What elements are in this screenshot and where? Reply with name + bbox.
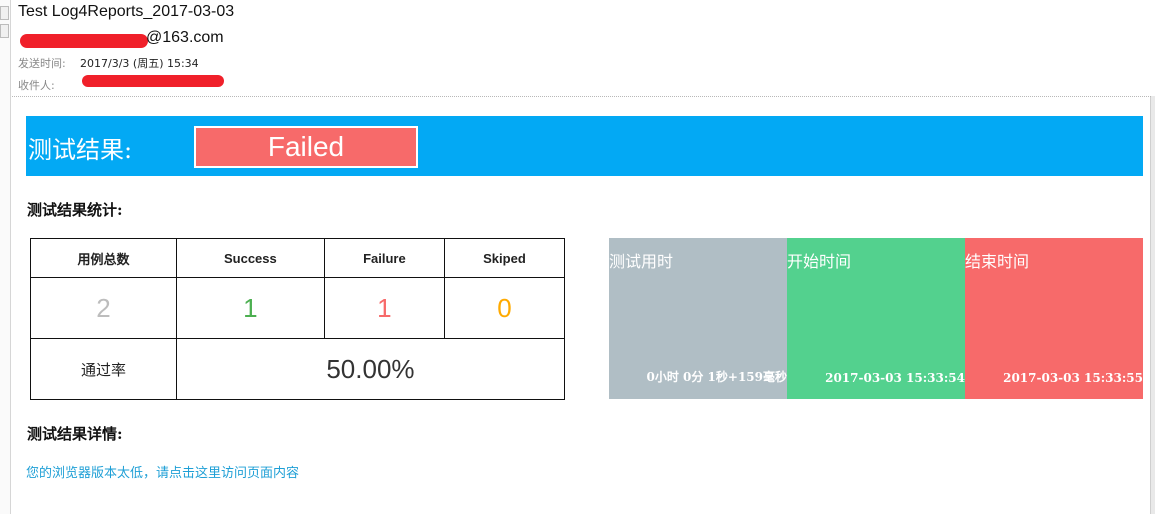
open-content-link[interactable]: 您的浏览器版本太低，请点击这里访问页面内容	[26, 466, 300, 481]
result-banner: 测试结果: Failed	[26, 116, 1143, 176]
details-section-title: 测试结果详情:	[27, 425, 123, 443]
redacted-recipient	[82, 75, 224, 87]
header-success: Success	[175, 238, 325, 278]
success-count: 1	[175, 277, 325, 339]
scrollbar[interactable]	[1150, 96, 1155, 514]
collapse-button[interactable]	[0, 6, 9, 20]
redacted-sender-name	[20, 34, 148, 48]
sent-time-label: 发送时间:	[18, 57, 66, 70]
end-time-label: 结束时间	[965, 252, 1030, 271]
email-sender[interactable]: @163.com	[18, 29, 224, 47]
start-time-value: 2017-03-03 15:33:54	[825, 371, 965, 385]
stats-table: 用例总数 Success Failure Skiped 2 1 1 0 通过率 …	[30, 238, 566, 400]
sender-domain: @163.com	[146, 29, 224, 46]
header-skipped: Skiped	[443, 238, 566, 278]
expand-button[interactable]	[0, 24, 9, 38]
pass-rate-value: 50.00%	[175, 338, 566, 400]
duration-label: 测试用时	[609, 252, 674, 271]
failure-count: 1	[323, 277, 445, 339]
sent-time-value: 2017/3/3 (周五) 15:34	[80, 57, 199, 70]
start-time-label: 开始时间	[787, 252, 852, 271]
end-time-value: 2017-03-03 15:33:55	[1003, 371, 1143, 385]
pass-rate-label: 通过率	[30, 338, 177, 400]
stats-section-title: 测试结果统计:	[27, 201, 123, 219]
header-total: 用例总数	[30, 238, 177, 278]
result-status-badge: Failed	[194, 126, 418, 168]
left-window-edge	[0, 0, 11, 514]
total-count: 2	[30, 277, 177, 339]
header-divider	[12, 96, 1151, 97]
duration-value: 0小时 0分 1秒+159毫秒	[646, 370, 787, 384]
recipient-label: 收件人:	[18, 79, 55, 92]
skipped-count: 0	[443, 277, 566, 339]
start-time-box: 开始时间 2017-03-03 15:33:54	[787, 238, 965, 399]
duration-box: 测试用时 0小时 0分 1秒+159毫秒	[609, 238, 787, 399]
end-time-box: 结束时间 2017-03-03 15:33:55	[965, 238, 1143, 399]
email-subject: Test Log4Reports_2017-03-03	[18, 3, 235, 20]
header-failure: Failure	[323, 238, 445, 278]
result-title: 测试结果:	[28, 136, 133, 164]
